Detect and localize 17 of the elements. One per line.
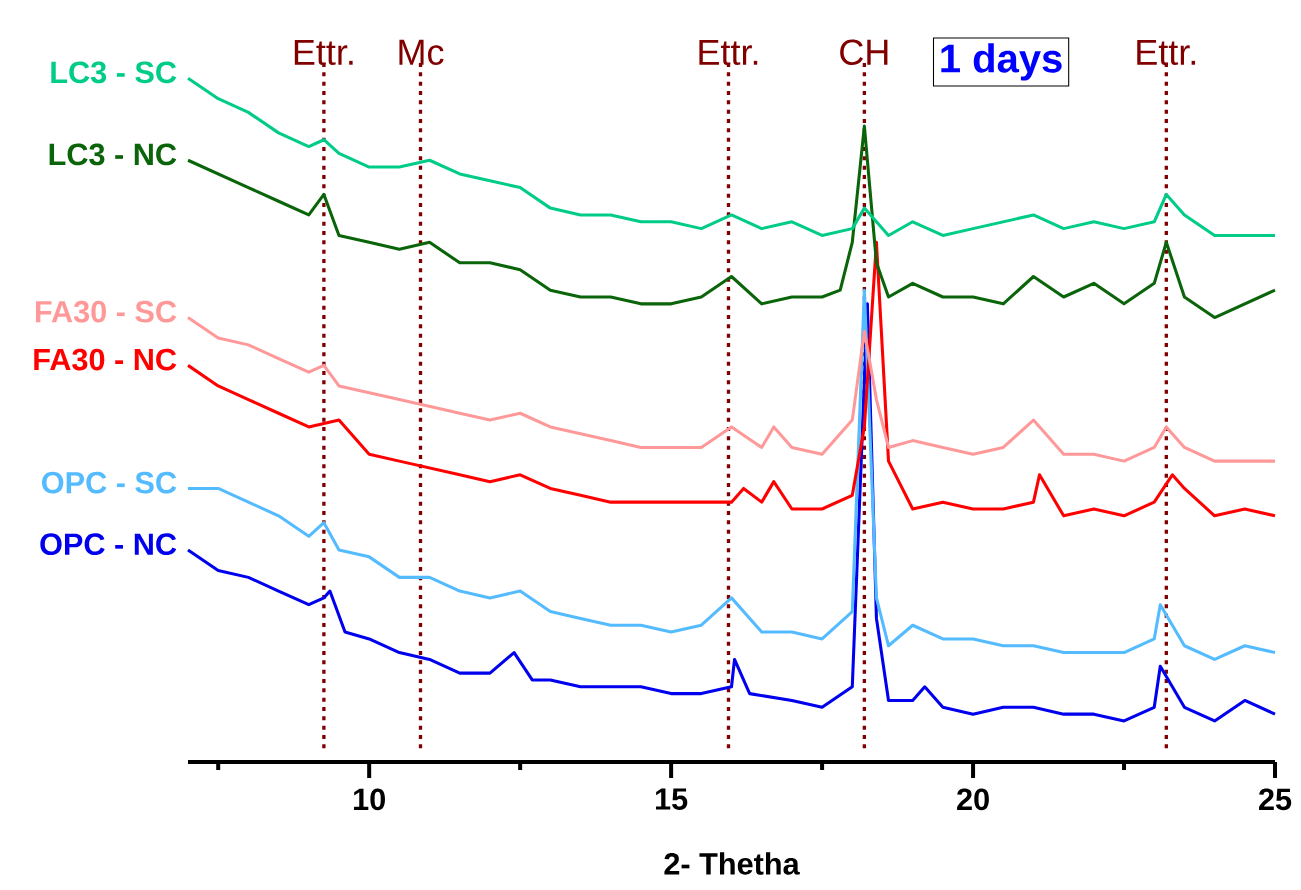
x-tick-label: 10: [354, 788, 385, 811]
ref-line-label: Ettr.: [294, 39, 353, 65]
x-tick-label: 25: [1259, 788, 1292, 811]
x-tick-label: 20: [957, 788, 989, 811]
ref-line-label: Mc: [399, 39, 444, 65]
annotation: 1 days: [941, 43, 1062, 81]
series-label: FA30 - SC: [35, 300, 177, 323]
series-label: LC3 - SC: [51, 61, 177, 84]
ref-line-label: Ettr.: [1137, 39, 1196, 65]
series-label: OPC - SC: [42, 471, 177, 494]
series-label: LC3 - NC: [49, 143, 177, 166]
ref-line-label: CH: [840, 39, 888, 65]
x-tick-label: 15: [655, 788, 688, 810]
series-label: FA30 - NC: [34, 348, 177, 371]
ref-line-label: Ettr.: [699, 39, 758, 65]
series-label: OPC - NC: [40, 533, 177, 556]
x-axis-title: 2- Thetha: [664, 852, 800, 875]
